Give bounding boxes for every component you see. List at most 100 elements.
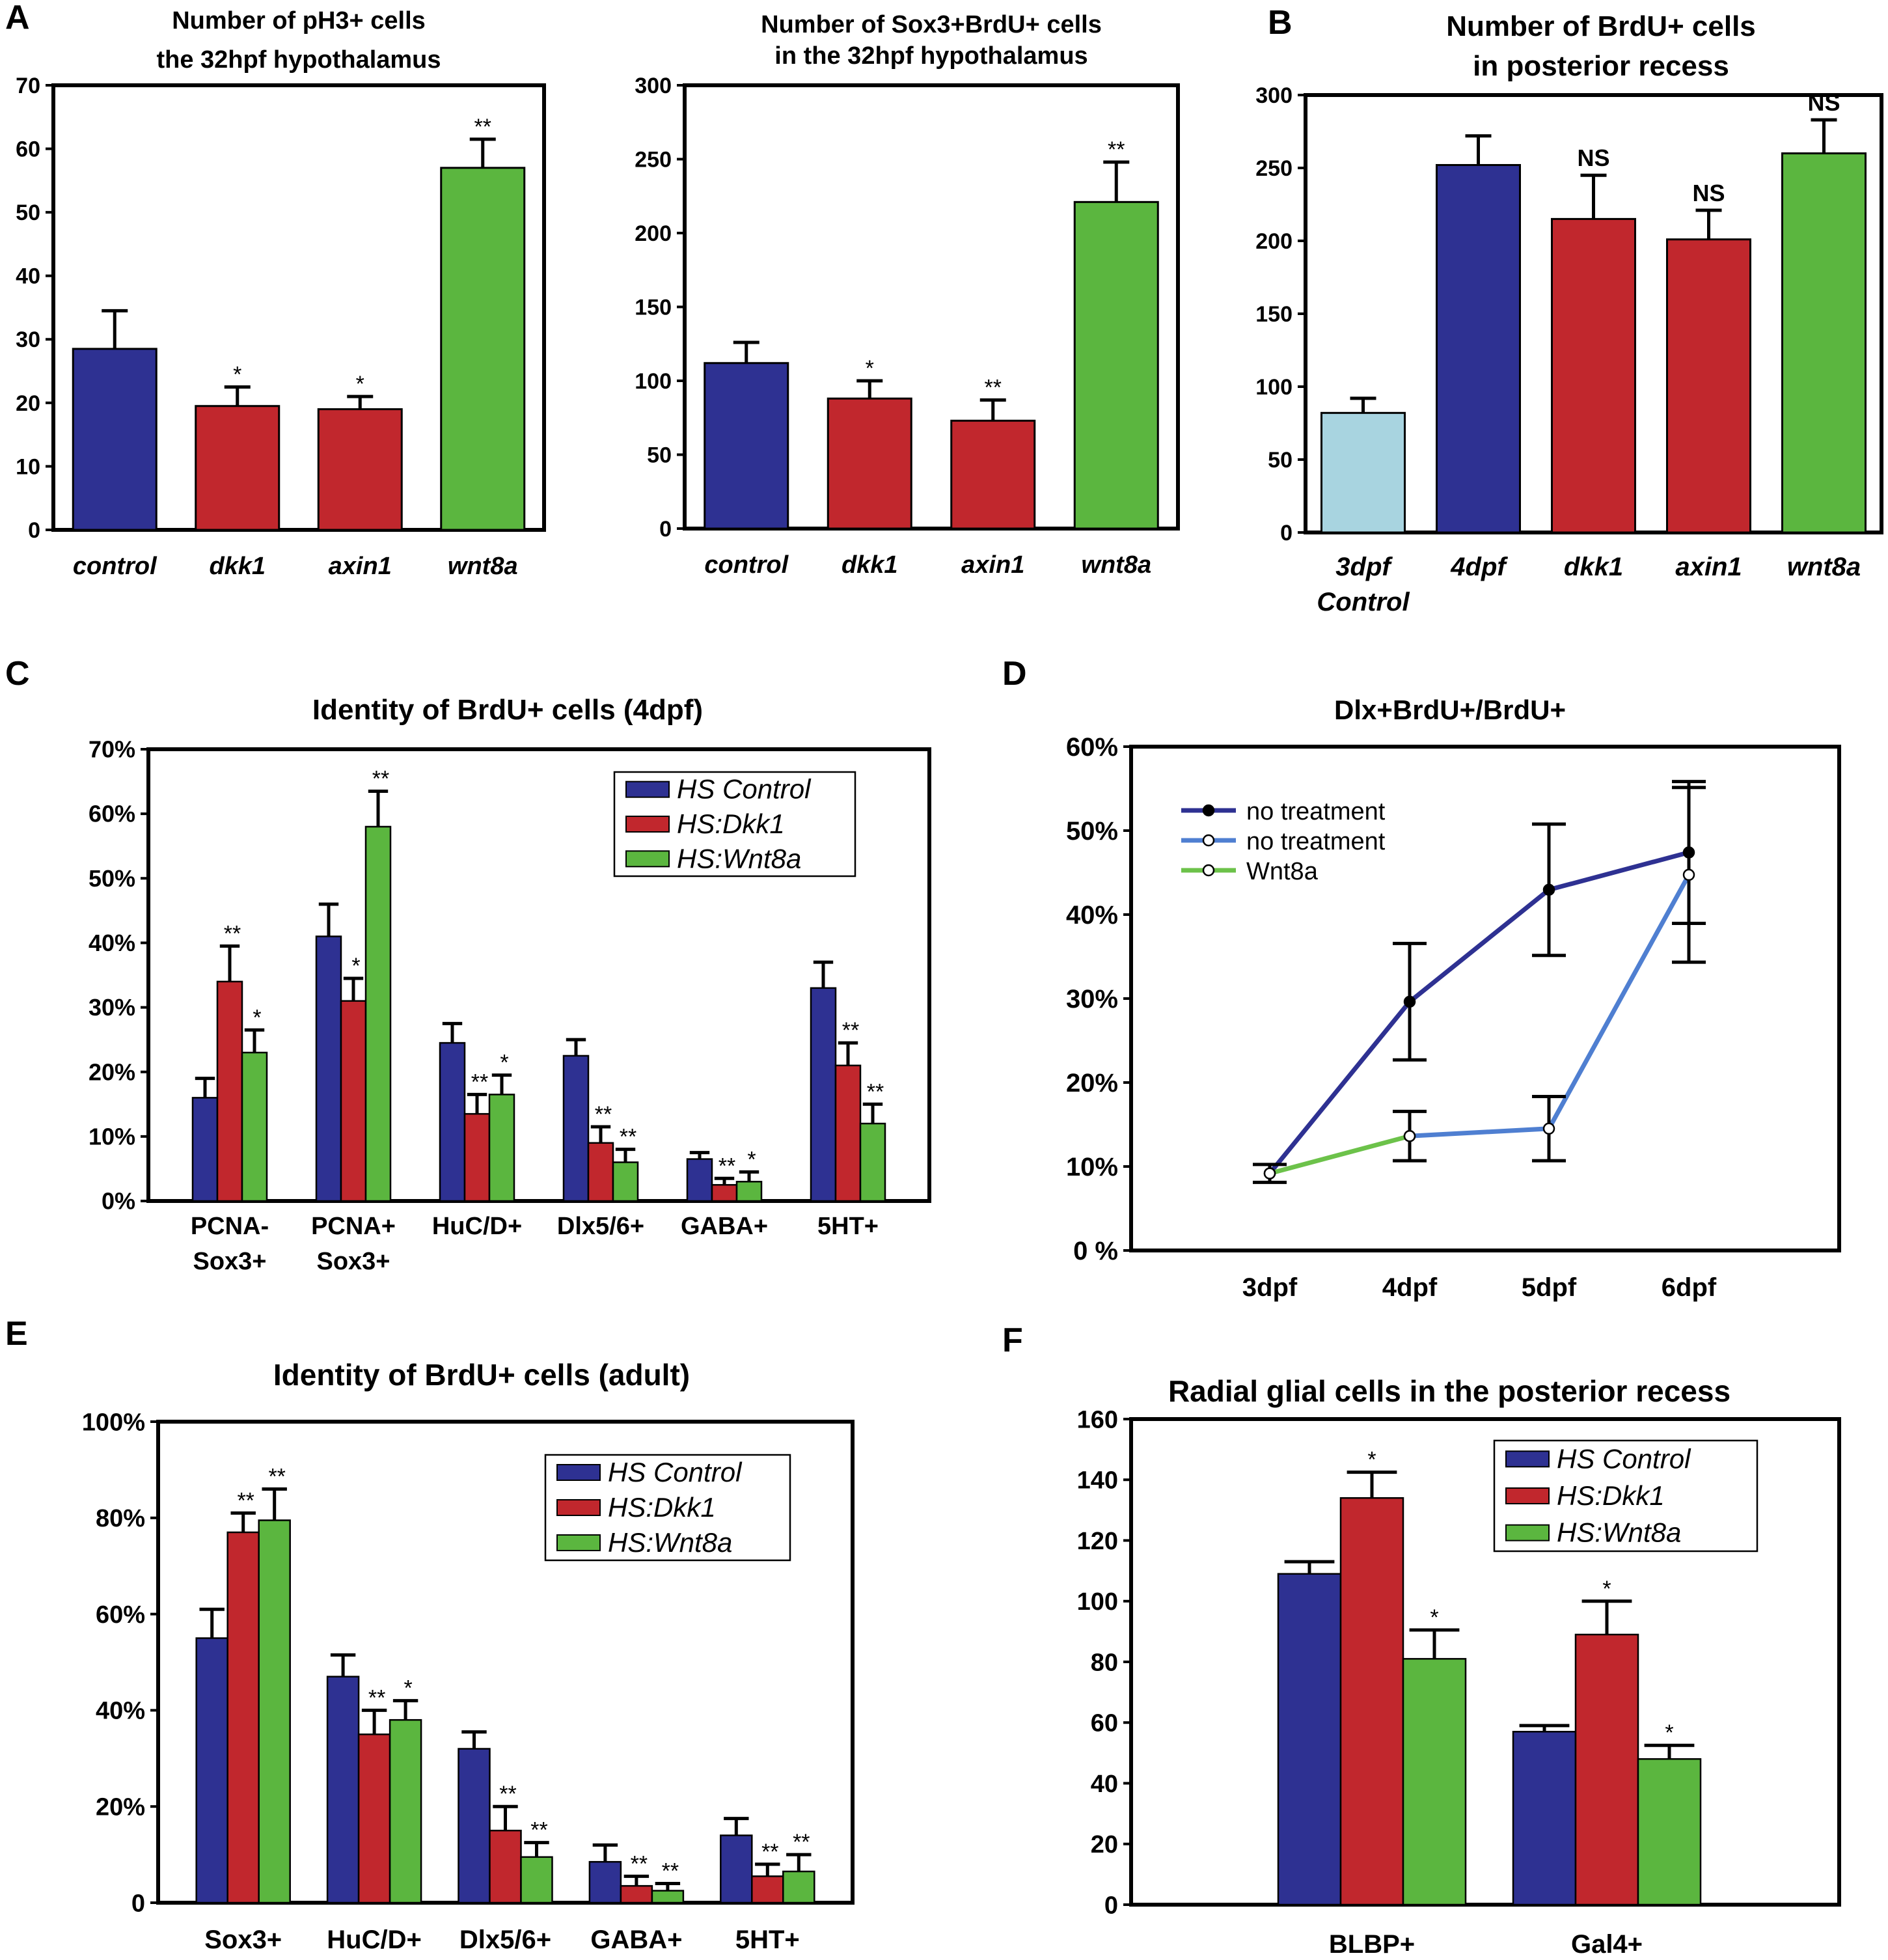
chart-title: in the 32hpf hypothalamus: [774, 42, 1088, 70]
y-tick-label: 50%: [1066, 817, 1118, 846]
x-category-label: Sox3+: [204, 1925, 282, 1954]
x-category-label: dkk1: [209, 553, 266, 580]
chart-panel-4: 0 % 10% 20% 30% 40% 50% 60% Dlx+BrdU+/BrdU+ D 3dp…: [1002, 655, 1841, 1302]
data-point: [1542, 883, 1555, 896]
legend-label: HS:Dkk1: [1557, 1480, 1665, 1511]
bar: [488, 1094, 515, 1202]
x-category-label: HuC/D+: [432, 1213, 522, 1240]
y-tick-label: 80: [1091, 1649, 1118, 1676]
data-point: [1682, 846, 1695, 859]
y-tick-label: 60%: [1066, 733, 1118, 762]
y-tick-label: 40%: [89, 930, 135, 956]
y-tick-label: 150: [1255, 302, 1293, 327]
bar: [340, 1000, 367, 1202]
y-tick-label: 0: [131, 1890, 145, 1917]
legend-marker: [1202, 804, 1215, 817]
y-tick-label: 300: [1255, 83, 1293, 108]
plot-frame: [1129, 745, 1841, 1252]
y-tick-label: 50: [1268, 448, 1293, 473]
y-tick-label: 100: [1255, 375, 1293, 400]
x-category-label: PCNA-: [191, 1213, 269, 1240]
y-tick-label: 70%: [89, 736, 135, 763]
chart-title: Radial glial cells in the posterior rece…: [1168, 1374, 1731, 1408]
y-tick-label: 100: [635, 369, 672, 394]
significance-label: *: [233, 362, 241, 387]
legend-label: HS:Wnt8a: [608, 1527, 732, 1558]
y-tick-label: 20: [1091, 1831, 1118, 1858]
bar: [686, 1158, 713, 1202]
chart-panel-5: 0 20% 40% 60% 80% 100% Identity of BrdU+ cells…: [5, 1315, 855, 1954]
x-category-label: Dlx5/6+: [459, 1925, 551, 1954]
significance-label: *: [1602, 1577, 1611, 1601]
bar: [357, 1733, 391, 1904]
bar: [463, 1112, 491, 1202]
y-tick-label: 60%: [96, 1601, 145, 1629]
chart-title: Identity of BrdU+ cells (adult): [273, 1358, 690, 1392]
bar: [612, 1161, 639, 1202]
significance-label: **: [631, 1851, 648, 1876]
bar: [389, 1718, 422, 1904]
panel-letter: C: [5, 655, 30, 693]
legend-swatch: [625, 816, 670, 833]
bar: [258, 1519, 291, 1904]
bar: [587, 1142, 614, 1202]
bar: [326, 1676, 360, 1904]
chart-title: Number of Sox3+BrdU+ cells: [761, 11, 1102, 38]
significance-label: **: [867, 1079, 884, 1104]
x-category-label: 3dpf: [1335, 553, 1393, 581]
y-tick-label: 10%: [89, 1123, 135, 1150]
significance-label: **: [224, 921, 241, 946]
legend-marker: [1202, 834, 1215, 847]
x-category-label: 5HT+: [735, 1925, 800, 1954]
significance-label: *: [866, 356, 874, 381]
legend-swatch: [556, 1464, 601, 1481]
chart-panel-0: 0 10 20 30 40 50 60 70 Number of pH3+ cells the 3…: [5, 0, 546, 580]
legend-swatch: [556, 1499, 601, 1516]
y-tick-label: 200: [635, 221, 672, 246]
bar: [588, 1860, 622, 1904]
x-category-label: dkk1: [841, 551, 898, 579]
significance-label: NS: [1692, 180, 1725, 206]
y-tick-label: 60: [16, 137, 40, 161]
legend-label: HS Control: [677, 774, 812, 805]
significance-label: *: [351, 954, 360, 978]
panel-letter: F: [1002, 1321, 1023, 1359]
significance-label: **: [718, 1153, 735, 1178]
legend-label: HS Control: [1557, 1443, 1691, 1474]
significance-label: **: [793, 1830, 810, 1855]
significance-label: **: [662, 1858, 679, 1883]
x-category-label: axin1: [961, 551, 1024, 579]
bar: [620, 1884, 653, 1904]
y-tick-label: 0%: [102, 1188, 135, 1215]
panel-letter: E: [5, 1315, 28, 1353]
bar: [191, 1097, 219, 1202]
legend-label: HS Control: [608, 1457, 743, 1487]
bar: [216, 980, 243, 1202]
y-tick-label: 0: [1280, 521, 1293, 545]
significance-label: *: [1430, 1605, 1438, 1630]
x-category-label: wnt8a: [448, 553, 518, 580]
bar: [810, 987, 837, 1202]
chart-title: Identity of BrdU+ cells (4dpf): [312, 694, 703, 726]
bar: [1402, 1658, 1467, 1906]
y-tick-label: 250: [635, 147, 672, 172]
legend-label: HS:Wnt8a: [677, 843, 801, 874]
bar: [195, 1637, 228, 1904]
chart-title: Number of BrdU+ cells: [1446, 10, 1756, 42]
y-tick-label: 20%: [1066, 1069, 1118, 1097]
legend-label: HS:Wnt8a: [1557, 1517, 1681, 1548]
chart-panel-2: 0 50 100 150 200 250 300 Number of BrdU+ cells i…: [1255, 4, 1883, 616]
x-category-label: Dlx5/6+: [557, 1213, 644, 1240]
significance-label: *: [253, 1005, 261, 1030]
bar: [1637, 1758, 1702, 1906]
bar: [1551, 217, 1636, 534]
bar: [439, 1042, 466, 1202]
y-tick-label: 140: [1077, 1467, 1118, 1495]
x-category-label: GABA+: [681, 1213, 768, 1240]
y-tick-label: 100%: [82, 1409, 145, 1436]
legend-swatch: [1505, 1524, 1550, 1541]
y-tick-label: 60: [1091, 1710, 1118, 1737]
bar: [458, 1748, 491, 1904]
y-tick-label: 250: [1255, 156, 1293, 181]
x-category-label: 5dpf: [1522, 1273, 1577, 1302]
